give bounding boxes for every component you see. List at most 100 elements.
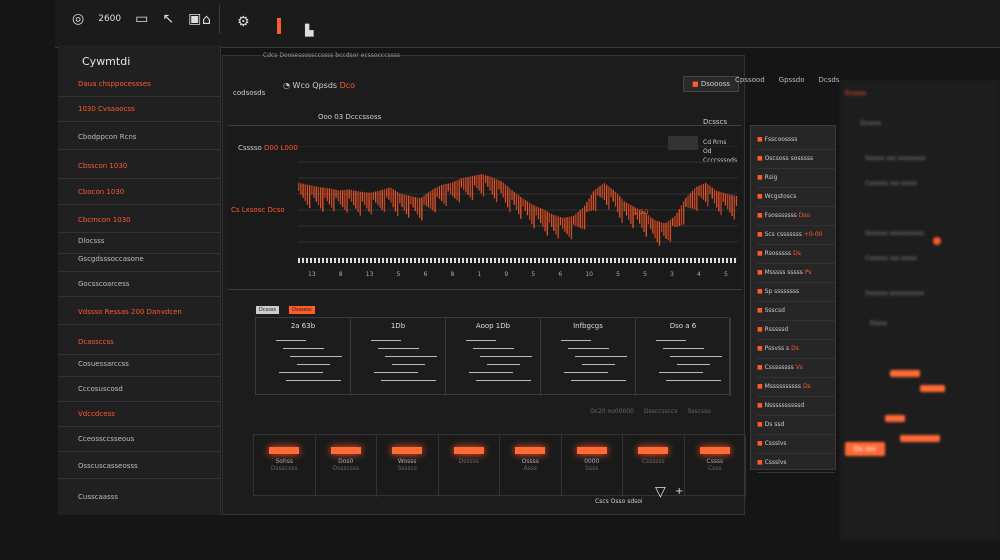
sidebar-item[interactable]: Vdssso Ressas 200 Danvdcen: [78, 308, 182, 316]
timeline-tick: [734, 258, 736, 263]
list-item[interactable]: ■ Rsosssss Ds: [757, 244, 835, 264]
add-icon[interactable]: +: [675, 486, 684, 497]
mini-chart[interactable]: Dso a 6: [636, 318, 731, 396]
list-item[interactable]: ■ Ssscsd: [757, 301, 835, 321]
far-tab[interactable]: Dcsoss: [860, 120, 881, 127]
list-item[interactable]: ■ Fsosssssss Dso: [757, 206, 835, 226]
wave-bar: [601, 184, 603, 199]
cursor-icon[interactable]: ↖: [162, 11, 175, 27]
stat-card[interactable]: Dos0 Ossscsss: [316, 435, 377, 497]
sidebar-item[interactable]: Cbodppcon Rcns: [78, 133, 137, 141]
wave-bar: [388, 187, 390, 200]
toggle-dot[interactable]: [933, 237, 941, 245]
wave-bar: [375, 191, 377, 203]
tab-2[interactable]: Cpssood: [735, 76, 765, 84]
wave-bar: [328, 188, 331, 205]
wave-bar: [302, 183, 304, 198]
tab-active[interactable]: ■ Dsoooss: [683, 76, 740, 92]
mini-chart[interactable]: Aoop 1Db: [446, 318, 541, 396]
list-item-icon: ■: [757, 174, 765, 181]
wave-bar: [540, 208, 542, 224]
sidebar-item[interactable]: Cbsscon 1030: [78, 162, 127, 170]
sidebar-item[interactable]: Osscuscasseosss: [78, 462, 138, 470]
timeline-tick: [514, 258, 516, 263]
list-item[interactable]: ■ Cssslvs: [757, 434, 835, 454]
stat-card[interactable]: 0000 Ssss: [562, 435, 623, 497]
wave-bar: [608, 186, 610, 210]
list-item[interactable]: ■ Sp ssssssss: [757, 282, 835, 302]
mini-tab[interactable]: Ossssss: [289, 306, 315, 314]
timeline-tick: [722, 258, 724, 263]
wave-bar: [584, 205, 586, 230]
document-icon[interactable]: ▙: [305, 24, 314, 37]
list-item[interactable]: ■ Nssssssssssd: [757, 396, 835, 416]
list-item[interactable]: ■ Scs csssssss +0-00: [757, 225, 835, 245]
list-item[interactable]: ■ Oscsoss sosssss: [757, 149, 835, 169]
stat-cards-row: Sohss Dssscsss Dos0 Ossscsss Wosss Sssscs Dsss…: [253, 434, 746, 497]
stat-card[interactable]: Ossss Asss: [500, 435, 562, 497]
list-item[interactable]: ■ Fsscoossss: [757, 130, 835, 150]
apply-button[interactable]: Ds sss: [845, 442, 885, 456]
circle-icon[interactable]: ◎: [72, 11, 85, 27]
sidebar-item[interactable]: Cccosuscosd: [78, 385, 123, 393]
bar-chart-icon[interactable]: [277, 18, 281, 34]
stat-card[interactable]: Cssss Csss: [685, 435, 746, 497]
wave-bar: [364, 192, 366, 206]
home-icon[interactable]: ⌂: [202, 12, 211, 28]
wave-bar: [449, 182, 452, 194]
sidebar-item[interactable]: Cbcmcon 1030: [78, 216, 131, 224]
tab-3[interactable]: Gpssdo: [778, 76, 805, 84]
stat-card[interactable]: Sohss Dssscsss: [254, 435, 316, 497]
list-item[interactable]: ■ Wcgstoscs: [757, 187, 835, 207]
tab-4[interactable]: Dcsds: [818, 76, 840, 84]
gear-icon[interactable]: ⚙: [237, 14, 250, 30]
mini-tab[interactable]: Dcssss: [256, 306, 280, 314]
divider: [58, 149, 221, 150]
x-tick-label: 1: [477, 271, 482, 278]
setting-line: Sssssss sssssssssss: [865, 290, 924, 297]
list-item[interactable]: ■ Msssss sssss Ps: [757, 263, 835, 283]
sidebar-item[interactable]: 1030 Cvsaaocss: [78, 105, 135, 113]
waveform-chart-panel: Csssso D00 L000 Cs Lxsosc Dcso Cd Rrns O…: [228, 125, 742, 290]
sidebar-item[interactable]: Gscgdsssoccasone: [78, 255, 144, 263]
list-item[interactable]: ■ Rsssssd: [757, 320, 835, 340]
mini-chart[interactable]: Infbgcgs: [541, 318, 636, 396]
stat-card[interactable]: Wosss Sssscs: [377, 435, 439, 497]
chart-toolbar-label[interactable]: Dcsscs: [703, 118, 728, 126]
wave-bar: [625, 202, 628, 216]
list-item[interactable]: ■ Pssvss s Ds: [757, 339, 835, 359]
sidebar-item[interactable]: Cbocon 1030: [78, 188, 124, 196]
sidebar-item[interactable]: Dcassccss: [78, 338, 114, 346]
stat-value: Cssss: [706, 458, 724, 465]
stat-card[interactable]: Cssssss: [623, 435, 685, 497]
image-icon[interactable]: ▣: [188, 11, 202, 27]
sidebar-item[interactable]: Vdccdcess: [78, 410, 115, 418]
list-item[interactable]: ■ Ds ssd: [757, 415, 835, 435]
sidebar-item[interactable]: Daua chsppocessses: [78, 80, 151, 88]
list-item[interactable]: ■ Cssslvs: [757, 453, 835, 473]
sidebar-item[interactable]: Dlocsss: [78, 237, 104, 245]
far-tab[interactable]: Dcssos: [845, 90, 866, 97]
list-item[interactable]: ■ Mssssssssss Ds: [757, 377, 835, 397]
wave-bar: [623, 201, 625, 212]
timeline-tick: [466, 258, 468, 263]
sidebar-item[interactable]: Cosuessarccss: [78, 360, 129, 368]
list-item[interactable]: ■ Cssssssss Vs: [757, 358, 835, 378]
setting-line[interactable]: Cssssss sss sssss: [865, 180, 917, 187]
wave-bar: [522, 198, 524, 207]
stat-card[interactable]: Dsssss: [439, 435, 500, 497]
filter-icon[interactable]: ▽: [655, 484, 666, 500]
sidebar-item[interactable]: Gocsscoarcess: [78, 280, 129, 288]
wave-bar: [520, 196, 522, 219]
timeline-tick: [462, 258, 464, 263]
sidebar-item[interactable]: Cceossccsseous: [78, 435, 134, 443]
mini-chart[interactable]: 2a 63b: [256, 318, 351, 396]
mini-chart[interactable]: 1Db: [351, 318, 446, 396]
filter-label[interactable]: Ooo 03 Dcccssoss: [318, 113, 382, 121]
list-item[interactable]: ■ Rsig: [757, 168, 835, 188]
sidebar-item[interactable]: Cusscaasss: [78, 493, 118, 501]
wave-bar: [588, 198, 590, 212]
sidebar-item-label: Cbsscon 1030: [78, 162, 128, 170]
wave-bar: [350, 189, 353, 202]
window-icon[interactable]: ▭: [135, 11, 149, 27]
